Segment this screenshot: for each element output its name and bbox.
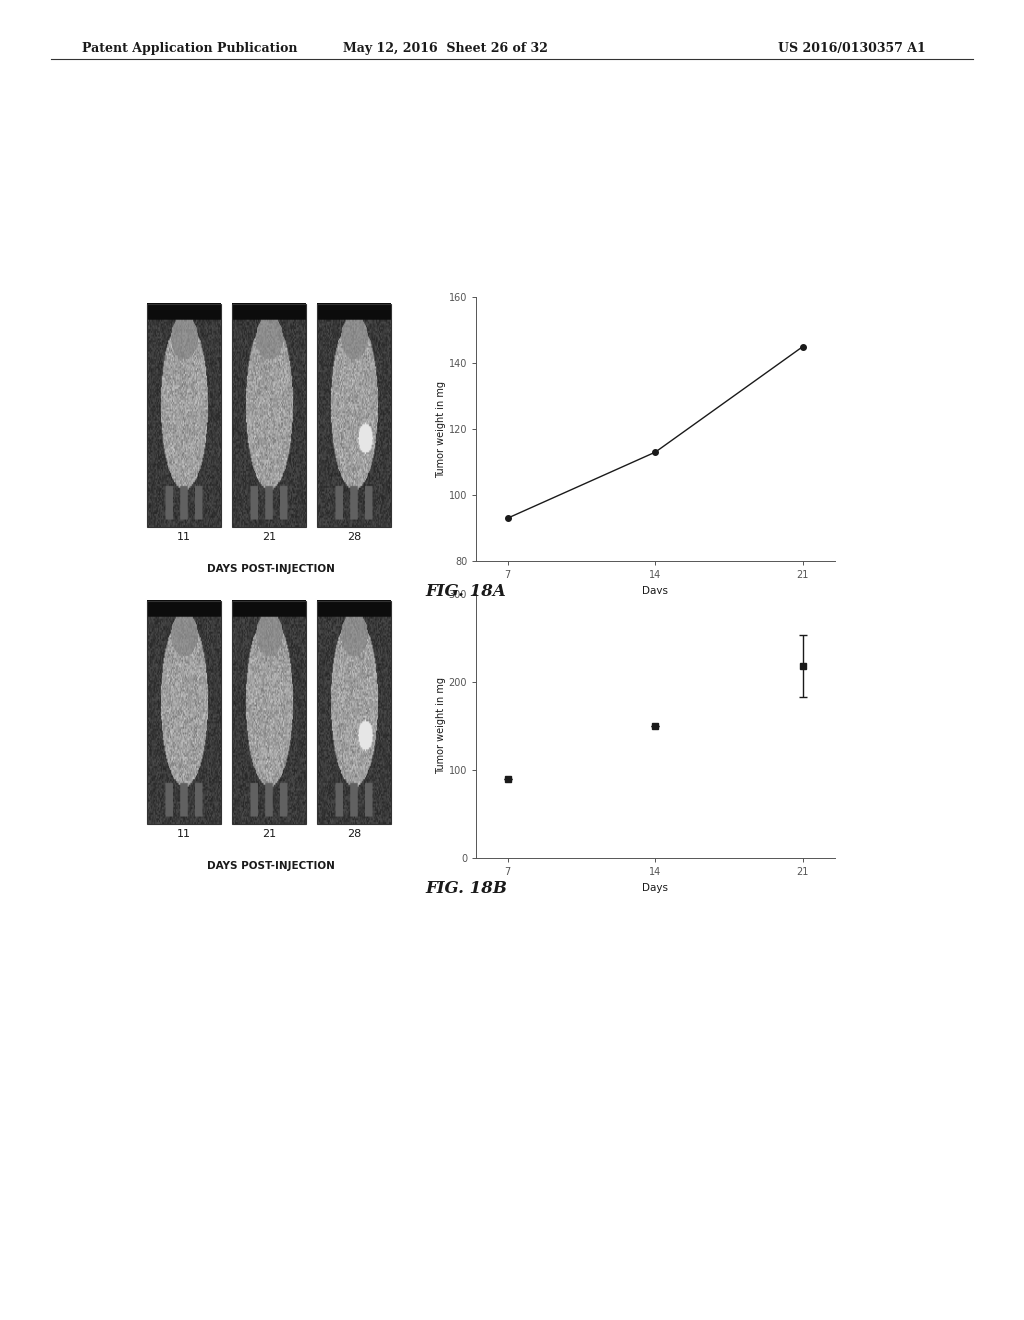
Text: 11: 11 [177,829,191,840]
Bar [147,601,221,824]
Bar [317,304,391,527]
X-axis label: Days: Days [642,586,669,595]
Text: 21: 21 [262,532,276,543]
Text: FIG. 18A: FIG. 18A [425,583,506,601]
Text: FIG. 18B: FIG. 18B [425,880,507,898]
Bar [147,304,221,527]
Text: May 12, 2016  Sheet 26 of 32: May 12, 2016 Sheet 26 of 32 [343,42,548,55]
Text: 11: 11 [177,532,191,543]
Text: Patent Application Publication: Patent Application Publication [82,42,297,55]
Text: 21: 21 [262,829,276,840]
Text: DAYS POST-INJECTION: DAYS POST-INJECTION [207,861,335,871]
Y-axis label: Tumor weight in mg: Tumor weight in mg [436,677,445,775]
Bar [232,601,306,824]
X-axis label: Days: Days [642,883,669,892]
Text: 28: 28 [347,532,361,543]
Text: 28: 28 [347,829,361,840]
Bar [317,601,391,824]
Text: DAYS POST-INJECTION: DAYS POST-INJECTION [207,564,335,574]
Text: US 2016/0130357 A1: US 2016/0130357 A1 [778,42,926,55]
Bar [232,304,306,527]
Y-axis label: Tumor weight in mg: Tumor weight in mg [436,380,445,478]
